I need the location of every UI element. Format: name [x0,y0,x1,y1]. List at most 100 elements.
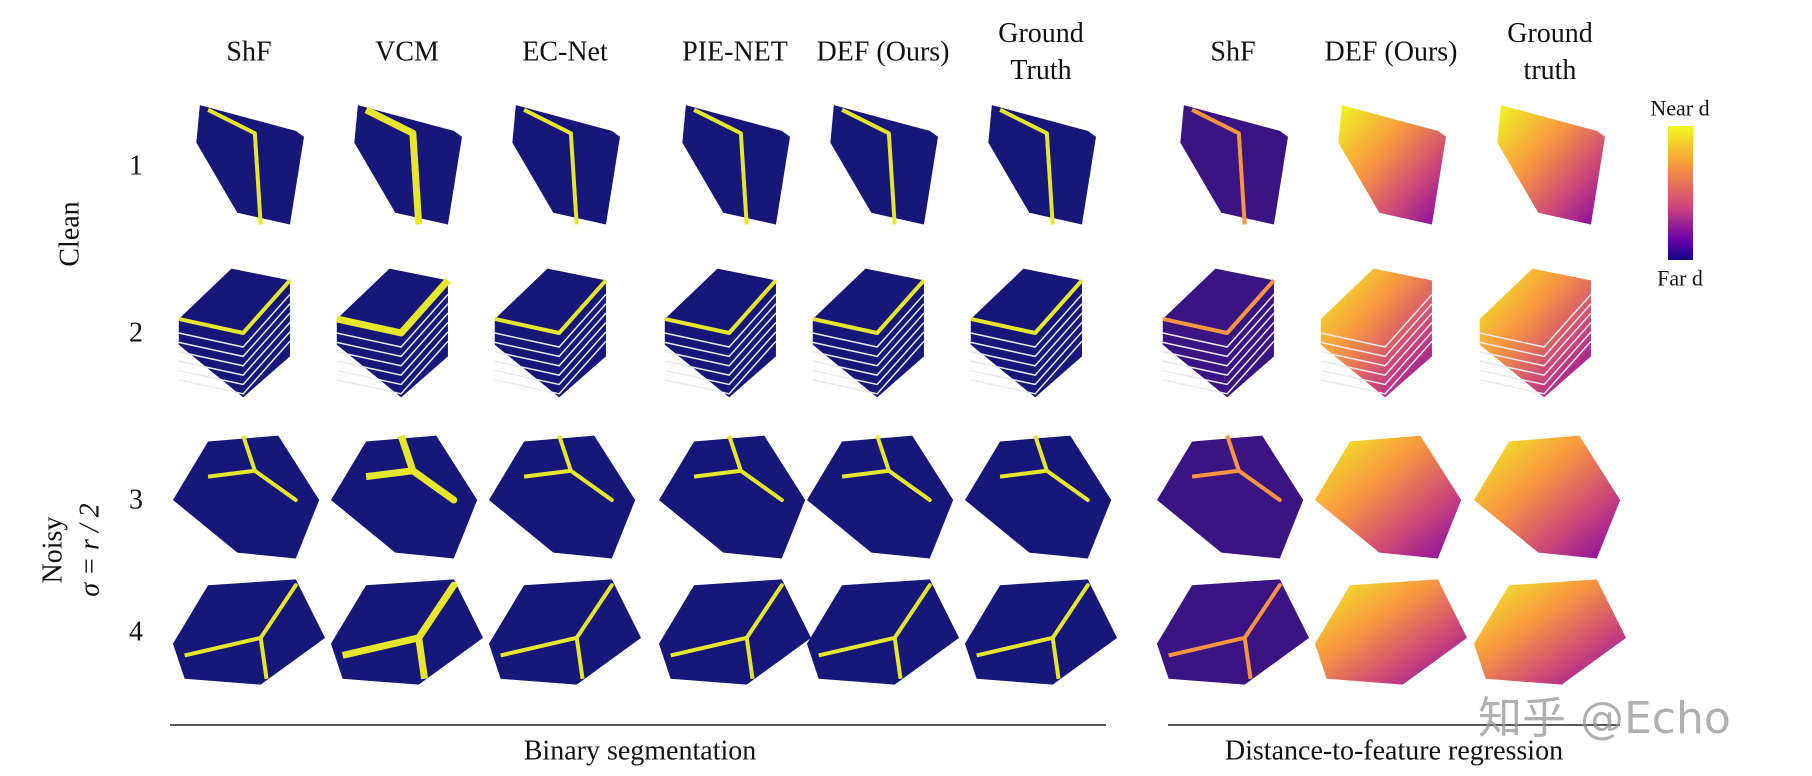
shape [1479,312,1592,367]
noise-level: σ = r / 2 [74,503,106,597]
shape [1473,579,1627,685]
shape [330,435,478,559]
shape [812,340,925,395]
shape [1162,331,1275,386]
label: Ground truth [1507,18,1593,86]
shape [1473,435,1621,559]
shape [1162,340,1275,395]
shape [330,579,484,685]
shape [806,435,954,559]
row-group-label: Noisy [37,516,69,584]
shape [1191,108,1247,225]
shape [488,579,642,685]
group-label: Distance-to-feature regression [1224,735,1564,767]
label: 1 [129,150,143,182]
shape [365,434,458,504]
shape [812,279,926,335]
shape [658,435,806,559]
shape [1320,312,1433,367]
shape [336,331,449,386]
label: ShF [1210,36,1256,68]
shape [494,321,607,376]
shape [336,321,449,376]
label: 4 [129,616,143,648]
shape [970,312,1083,367]
shape [999,108,1055,225]
shape [494,312,607,367]
shape [494,331,607,386]
shape [1162,303,1275,358]
shape [178,331,291,386]
shape [841,108,897,225]
shape [178,312,291,367]
shape [670,583,784,680]
shape [178,279,292,335]
shape [682,105,790,225]
group-label: Binary segmentation [523,735,757,767]
shape [806,579,960,685]
shape [664,340,777,395]
shape [178,321,291,376]
shape [964,435,1112,559]
shape [184,583,298,680]
shape [812,312,925,367]
shape [523,435,614,502]
shape [178,293,291,348]
shape [1320,268,1432,398]
shape [1320,303,1433,358]
shape [1479,340,1592,395]
shape [207,108,263,225]
shape [664,303,777,358]
shape [1180,105,1288,225]
shape [500,583,614,680]
shape [964,579,1118,685]
shape [812,303,925,358]
shape [364,106,423,225]
shape [336,278,451,337]
label: 3 [129,484,143,516]
shape [336,340,449,395]
shape [1156,579,1310,685]
shape [1320,331,1433,386]
shape [970,340,1083,395]
shape [1162,312,1275,367]
shape [1162,279,1276,335]
label: Ground Truth [998,18,1084,86]
shape [1320,321,1433,376]
colorbar-top-label: Near d [1650,95,1710,121]
shape [1191,435,1282,502]
shape [336,303,449,358]
shape [1338,105,1446,225]
shape [1314,435,1462,559]
shape [178,340,291,395]
shape [664,321,777,376]
shape [976,583,1090,680]
colorbar-bottom-label: Far d [1657,265,1703,291]
colorbar [1668,126,1693,260]
shape [812,293,925,348]
shape [830,105,938,225]
shape [1320,340,1433,395]
shape [336,312,449,367]
shape [664,312,777,367]
shape [207,435,298,502]
shape [336,293,449,348]
shape [1497,105,1605,225]
shape [1168,583,1282,680]
shape [196,105,304,225]
shape [172,435,320,559]
shape [841,435,932,502]
shape [178,303,291,358]
shape [818,583,932,680]
shape [523,108,579,225]
shape [341,581,458,680]
shape [1162,293,1275,348]
shape [494,279,608,335]
shape [812,321,925,376]
shape [1162,321,1275,376]
shape [1156,435,1304,559]
shape [494,303,607,358]
shape [999,435,1090,502]
label: VCM [375,36,439,68]
